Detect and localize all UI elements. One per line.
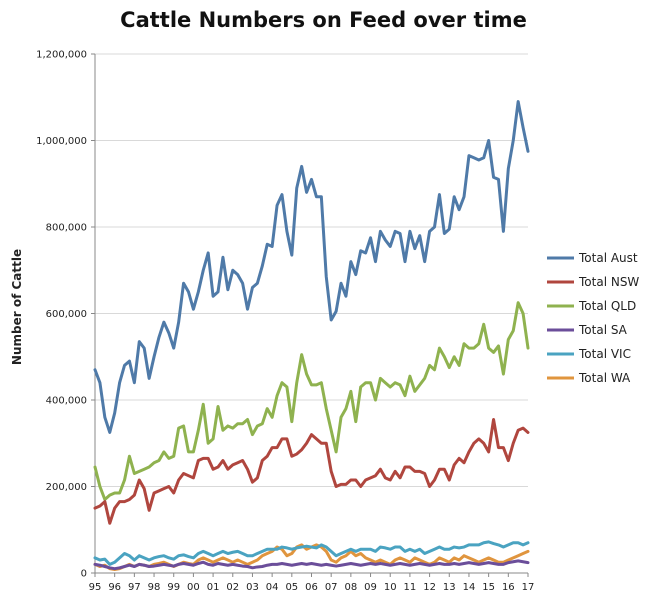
chart-title: Cattle Numbers on Feed over time [120,8,527,32]
series-line-total-vic [93,540,530,566]
x-tick-label: 04 [266,582,279,593]
x-tick-label: 13 [443,582,456,593]
x-tick-label: 96 [108,582,121,593]
legend-label-total-wa: Total WA [578,371,631,385]
y-tick-label: 0 [81,569,87,580]
x-tick-label: 09 [364,582,377,593]
legend-label-total-aust: Total Aust [578,251,638,265]
legend-label-total-vic: Total VIC [578,347,631,361]
series-line-total-nsw [93,417,530,525]
x-tick-label: 15 [482,582,495,593]
y-tick-label: 1,000,000 [36,136,87,147]
x-tick-label: 98 [148,582,161,593]
x-tick-label: 16 [502,582,515,593]
y-tick-label: 800,000 [46,223,87,234]
series-line-total-sa [93,559,530,571]
y-tick-label: 600,000 [46,309,87,320]
x-tick-label: 99 [167,582,180,593]
series-line-total-qld [93,301,530,501]
y-tick-label: 200,000 [46,482,87,493]
x-tick-label: 97 [128,582,141,593]
x-tick-label: 11 [404,582,417,593]
x-tick-label: 95 [89,582,102,593]
y-tick-label: 400,000 [46,396,87,407]
x-tick-label: 07 [325,582,338,593]
x-tick-label: 03 [246,582,259,593]
x-tick-label: 08 [344,582,357,593]
legend-label-total-qld: Total QLD [578,299,636,313]
x-tick-label: 02 [226,582,239,593]
y-tick-label: 1,200,000 [36,50,87,61]
x-tick-label: 10 [384,582,397,593]
x-tick-label: 14 [463,582,476,593]
x-tick-label: 06 [305,582,318,593]
legend-label-total-nsw: Total NSW [578,275,639,289]
x-tick-label: 05 [285,582,298,593]
series-line-total-aust [93,100,530,434]
x-tick-label: 00 [187,582,200,593]
x-tick-label: 17 [522,582,535,593]
legend-label-total-sa: Total SA [578,323,628,337]
x-tick-label: 01 [207,582,220,593]
x-tick-label: 12 [423,582,436,593]
